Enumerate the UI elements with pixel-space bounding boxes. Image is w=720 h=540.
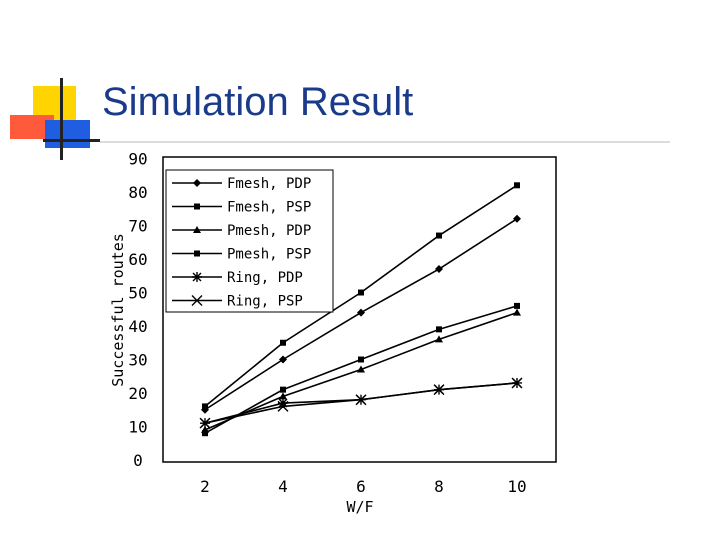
decor-horizontal-line [43, 139, 100, 142]
data-point [357, 365, 365, 373]
x-tick-label: 4 [278, 477, 288, 496]
data-point [511, 377, 523, 389]
data-point [357, 308, 365, 317]
legend-label: Pmesh, PDP [227, 223, 311, 239]
data-point [436, 326, 442, 333]
slide-title: Simulation Result [102, 80, 414, 124]
data-point [514, 302, 520, 309]
x-tick-labels: 2 4 6 8 10 [200, 477, 526, 496]
legend-item: Pmesh, PSP [172, 247, 311, 263]
decor-vertical-line [60, 78, 63, 160]
legend-item: Fmesh, PSP [172, 200, 311, 216]
series-1 [201, 214, 521, 414]
y-tick-labels: 0 10 20 30 40 50 60 70 80 90 [128, 150, 147, 471]
data-point [436, 232, 442, 239]
data-point [433, 384, 445, 396]
legend-label: Pmesh, PSP [227, 247, 311, 263]
x-tick-label: 8 [434, 477, 444, 496]
x-tick-label: 6 [356, 477, 366, 496]
data-point [202, 430, 208, 437]
y-tick-label: 20 [128, 384, 147, 403]
data-point [358, 356, 364, 363]
series-6 [199, 377, 523, 429]
series-5 [200, 377, 522, 429]
y-tick-label: 70 [128, 217, 147, 236]
legend-marker [193, 226, 201, 233]
legend-item: Fmesh, PDP [172, 176, 311, 192]
legend-marker [191, 295, 203, 306]
data-point [514, 182, 520, 189]
data-point [199, 417, 211, 429]
data-point [513, 214, 521, 223]
legend-marker [194, 250, 200, 257]
x-tick-label: 2 [200, 477, 210, 496]
series-layer [199, 182, 523, 437]
data-point [435, 265, 443, 274]
legend-item: Ring, PDP [172, 270, 303, 286]
y-tick-label: 60 [128, 250, 147, 269]
series-4 [202, 302, 520, 437]
legend-item: Pmesh, PDP [172, 223, 311, 239]
legend: Fmesh, PDP Fmesh, PSP Pmesh, PDP Pmesh, PSP… [165, 169, 334, 313]
y-tick-label: 90 [128, 150, 147, 169]
x-axis-title: W/F [346, 498, 373, 516]
data-point [279, 392, 287, 400]
data-point [358, 289, 364, 296]
data-point [280, 386, 286, 393]
series-2 [202, 182, 520, 410]
legend-item: Ring, PSP [172, 294, 303, 310]
data-point [435, 335, 443, 343]
data-point [202, 403, 208, 410]
legend-box [165, 169, 334, 313]
legend-marker [192, 272, 202, 282]
y-tick-label: 40 [128, 317, 147, 336]
y-tick-label: 0 [133, 451, 143, 470]
y-tick-label: 10 [128, 418, 147, 437]
x-tick-label: 10 [507, 477, 526, 496]
legend-label: Fmesh, PSP [227, 200, 311, 216]
y-tick-label: 50 [128, 284, 147, 303]
data-point [279, 355, 287, 364]
legend-label: Ring, PDP [227, 270, 303, 286]
data-point [355, 394, 367, 406]
decor-square-blue [45, 120, 90, 148]
y-tick-label: 30 [128, 351, 147, 370]
data-point [513, 308, 521, 316]
data-point [280, 339, 286, 346]
series-3 [201, 308, 521, 433]
data-point [277, 400, 289, 412]
y-axis-title: Successful routes [109, 233, 127, 387]
legend-marker [194, 203, 200, 210]
legend-label: Ring, PSP [227, 294, 303, 310]
plot-frame [162, 156, 557, 463]
title-underline [100, 141, 670, 143]
data-point [278, 398, 288, 409]
legend-label: Fmesh, PDP [227, 176, 311, 192]
y-tick-label: 80 [128, 183, 147, 202]
legend-marker [193, 179, 201, 187]
